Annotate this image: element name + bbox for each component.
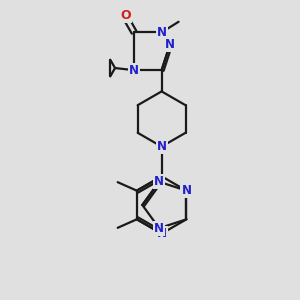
Text: N: N <box>129 64 139 77</box>
Text: N: N <box>154 175 164 188</box>
Text: N: N <box>182 184 191 197</box>
Text: N: N <box>154 222 164 235</box>
Text: N: N <box>157 227 166 240</box>
Text: N: N <box>165 38 175 51</box>
Text: N: N <box>157 26 166 39</box>
Text: N: N <box>157 140 166 153</box>
Text: O: O <box>120 9 131 22</box>
